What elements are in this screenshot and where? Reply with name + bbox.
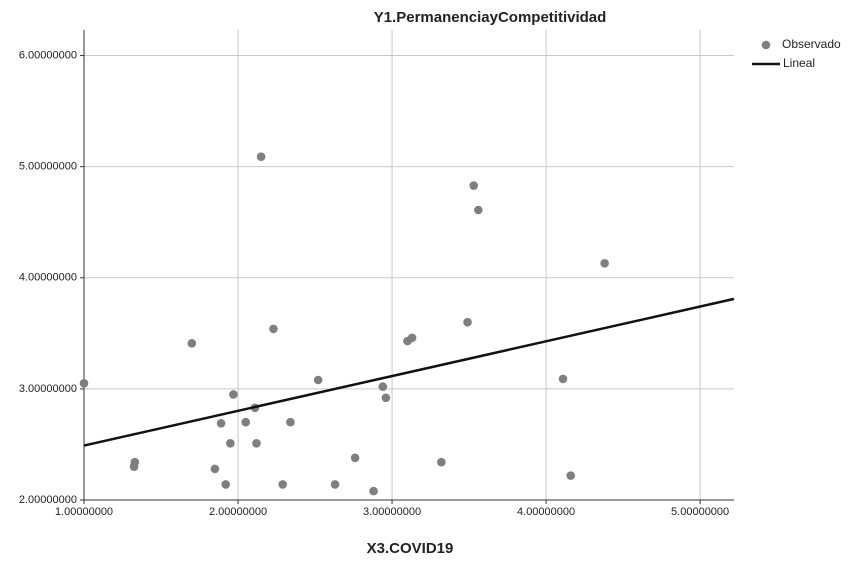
point [558, 374, 568, 384]
y-tick-label: 2.00000000 [19, 494, 77, 506]
point [330, 480, 340, 489]
x-tick-label: 2.00000000 [209, 506, 267, 518]
point [269, 324, 278, 334]
point [600, 259, 609, 268]
x-tick-label: 1.00000000 [55, 506, 113, 518]
point [369, 486, 378, 496]
point [210, 464, 220, 474]
chart-title: Y1.PermanenciayCompetitividad [374, 9, 607, 26]
point [566, 471, 576, 480]
point [130, 457, 140, 467]
point [79, 379, 89, 388]
point [350, 453, 360, 463]
point [463, 317, 472, 327]
point [229, 390, 238, 399]
point [221, 480, 231, 489]
legend-label: Observado [782, 37, 841, 51]
x-tick-label: 5.00000000 [671, 506, 729, 518]
point [407, 333, 417, 343]
point [187, 339, 197, 348]
y-tick-label: 5.00000000 [19, 161, 77, 173]
y-tick-label: 6.00000000 [19, 49, 77, 61]
point [286, 417, 295, 427]
point [474, 205, 483, 215]
x-axis-title: X3.COVID19 [367, 540, 454, 557]
y-tick-label: 3.00000000 [19, 383, 77, 395]
point [241, 417, 251, 427]
legend-marker [761, 40, 771, 50]
x-tick-label: 4.00000000 [517, 506, 575, 518]
point [437, 457, 446, 467]
point [252, 439, 261, 448]
y-tick-label: 4.00000000 [19, 272, 77, 284]
point [381, 393, 391, 403]
point [469, 181, 478, 190]
x-tick-label: 3.00000000 [363, 506, 421, 518]
fit-line [83, 297, 735, 447]
point [216, 419, 226, 428]
legend-label: Lineal [783, 56, 815, 70]
point [378, 382, 388, 391]
point [313, 375, 323, 385]
point [278, 480, 287, 489]
point [226, 439, 235, 448]
point [256, 152, 266, 161]
